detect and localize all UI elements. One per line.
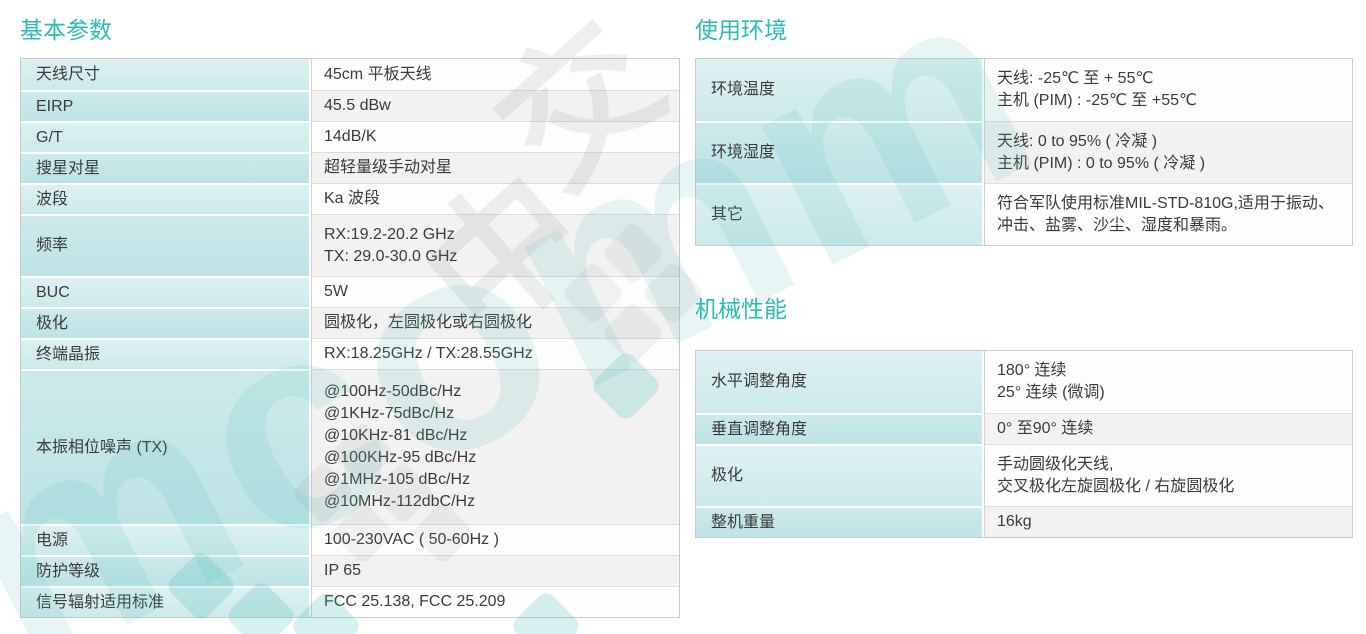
section-title-mechanical: 机械性能 [695, 296, 787, 322]
spec-value: @100Hz-50dBc/Hz @1KHz-75dBc/Hz @10KHz-81… [311, 369, 679, 524]
environment-table: 环境温度 天线: -25℃ 至 + 55℃ 主机 (PIM) : -25℃ 至 … [695, 58, 1353, 246]
basic-params-section: 基本参数 天线尺寸 45cm 平板天线 EIRP 45.5 dBw G/T 14… [20, 15, 680, 618]
spec-value: 圆极化，左圆极化或右圆极化 [311, 307, 679, 338]
spec-value: RX:18.25GHz / TX:28.55GHz [311, 338, 679, 369]
spec-label: 防护等级 [21, 555, 311, 586]
spec-value: 天线: 0 to 95% ( 冷凝 ) 主机 (PIM) : 0 to 95% … [984, 121, 1352, 183]
section-title-environment: 使用环境 [695, 17, 787, 43]
table-row: 频率 RX:19.2-20.2 GHz TX: 29.0-30.0 GHz [21, 214, 679, 276]
spec-label: EIRP [21, 90, 311, 121]
table-row: 搜星对星 超轻量级手动对星 [21, 152, 679, 183]
table-row: 信号辐射适用标准 FCC 25.138, FCC 25.209 [21, 586, 679, 617]
spec-label: 水平调整角度 [696, 351, 984, 413]
table-row: 极化 手动圆级化天线, 交叉极化左旋圆极化 / 右旋圆极化 [696, 444, 1352, 506]
spec-value: 180° 连续 25° 连续 (微调) [984, 351, 1352, 413]
spec-label: 本振相位噪声 (TX) [21, 369, 311, 524]
table-row: 环境湿度 天线: 0 to 95% ( 冷凝 ) 主机 (PIM) : 0 to… [696, 121, 1352, 183]
spec-label: G/T [21, 121, 311, 152]
table-row: EIRP 45.5 dBw [21, 90, 679, 121]
spec-value: 45.5 dBw [311, 90, 679, 121]
spec-label: 波段 [21, 183, 311, 214]
spec-label: 极化 [21, 307, 311, 338]
spec-value: IP 65 [311, 555, 679, 586]
table-row: 防护等级 IP 65 [21, 555, 679, 586]
table-row: BUC 5W [21, 276, 679, 307]
spec-label: 其它 [696, 183, 984, 245]
section-title-basic: 基本参数 [20, 17, 112, 43]
table-row: 终端晶振 RX:18.25GHz / TX:28.55GHz [21, 338, 679, 369]
spec-label: 天线尺寸 [21, 59, 311, 90]
spec-value: 5W [311, 276, 679, 307]
spec-value: 45cm 平板天线 [311, 59, 679, 90]
spec-label: BUC [21, 276, 311, 307]
spec-label: 环境温度 [696, 59, 984, 121]
spec-value: 符合军队使用标准MIL-STD-810G,适用于振动、冲击、盐雾、沙尘、湿度和暴… [984, 183, 1352, 245]
spec-label: 环境湿度 [696, 121, 984, 183]
table-row: 垂直调整角度 0° 至90° 连续 [696, 413, 1352, 444]
table-row: 水平调整角度 180° 连续 25° 连续 (微调) [696, 351, 1352, 413]
table-row: 波段 Ka 波段 [21, 183, 679, 214]
right-column: 使用环境 环境温度 天线: -25℃ 至 + 55℃ 主机 (PIM) : -2… [695, 15, 1353, 538]
mechanical-table: 水平调整角度 180° 连续 25° 连续 (微调) 垂直调整角度 0° 至90… [695, 350, 1353, 538]
spec-value: 手动圆级化天线, 交叉极化左旋圆极化 / 右旋圆极化 [984, 444, 1352, 506]
spec-label: 搜星对星 [21, 152, 311, 183]
spec-label: 频率 [21, 214, 311, 276]
table-row: 极化 圆极化，左圆极化或右圆极化 [21, 307, 679, 338]
spec-value: RX:19.2-20.2 GHz TX: 29.0-30.0 GHz [311, 214, 679, 276]
spec-value: 天线: -25℃ 至 + 55℃ 主机 (PIM) : -25℃ 至 +55℃ [984, 59, 1352, 121]
table-row: 本振相位噪声 (TX) @100Hz-50dBc/Hz @1KHz-75dBc/… [21, 369, 679, 524]
spec-value: 超轻量级手动对星 [311, 152, 679, 183]
spec-label: 垂直调整角度 [696, 413, 984, 444]
table-row: 电源 100-230VAC ( 50-60Hz ) [21, 524, 679, 555]
spec-value: 0° 至90° 连续 [984, 413, 1352, 444]
table-row: 整机重量 16kg [696, 506, 1352, 537]
basic-params-table: 天线尺寸 45cm 平板天线 EIRP 45.5 dBw G/T 14dB/K … [20, 58, 680, 618]
spec-label: 极化 [696, 444, 984, 506]
table-row: 环境温度 天线: -25℃ 至 + 55℃ 主机 (PIM) : -25℃ 至 … [696, 59, 1352, 121]
spec-value: 14dB/K [311, 121, 679, 152]
spec-label: 终端晶振 [21, 338, 311, 369]
spec-value: Ka 波段 [311, 183, 679, 214]
table-row: 天线尺寸 45cm 平板天线 [21, 59, 679, 90]
spec-value: 16kg [984, 506, 1352, 537]
spec-value: 100-230VAC ( 50-60Hz ) [311, 524, 679, 555]
spec-label: 整机重量 [696, 506, 984, 537]
table-row: 其它 符合军队使用标准MIL-STD-810G,适用于振动、冲击、盐雾、沙尘、湿… [696, 183, 1352, 245]
spec-label: 电源 [21, 524, 311, 555]
spec-label: 信号辐射适用标准 [21, 586, 311, 617]
spec-value: FCC 25.138, FCC 25.209 [311, 586, 679, 617]
table-row: G/T 14dB/K [21, 121, 679, 152]
